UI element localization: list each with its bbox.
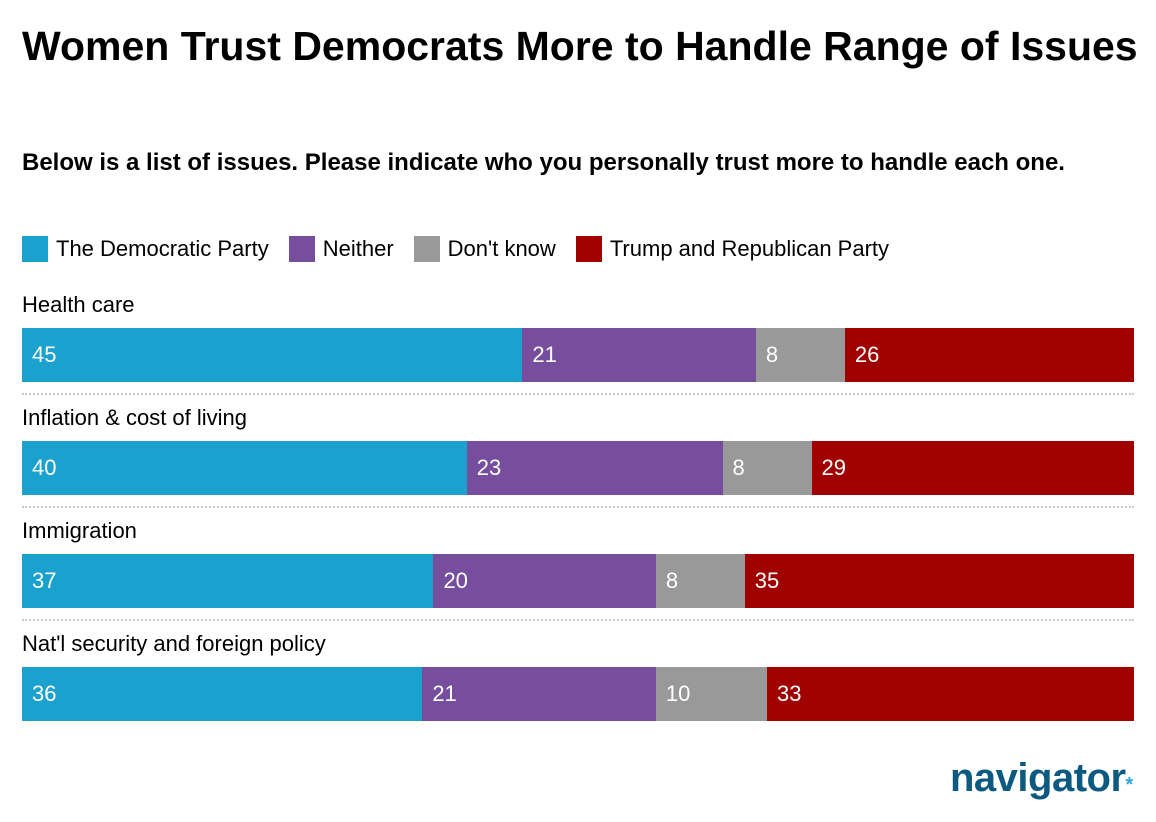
legend-swatch — [575, 236, 602, 262]
bar-segment: 29 — [811, 441, 1134, 495]
chart-title: Women Trust Democrats More to Handle Ran… — [22, 23, 1138, 69]
category-label: Health care — [22, 292, 135, 317]
legend-item: Neither — [288, 236, 394, 262]
logo-text: navigator — [950, 756, 1126, 800]
bar-segment: 33 — [767, 667, 1134, 721]
bar-segment: 23 — [466, 441, 723, 495]
bar-row: Inflation & cost of living 40 23 8 29 — [22, 403, 1134, 516]
bar-segment: 21 — [422, 667, 656, 721]
bar-segment: 8 — [722, 441, 812, 495]
category-label: Nat'l security and foreign policy — [22, 631, 326, 656]
stacked-bar: 45 21 8 26 — [22, 328, 1134, 382]
legend-item: Don't know — [413, 236, 556, 262]
legend-label: Trump and Republican Party — [609, 236, 890, 261]
bar-segment: 40 — [22, 441, 467, 495]
row-divider — [22, 393, 1134, 395]
bar-segment: 26 — [844, 328, 1134, 382]
row-divider — [22, 506, 1134, 508]
bar-segment: 20 — [433, 554, 656, 608]
legend-item: The Democratic Party — [22, 236, 269, 262]
bar-segment: 35 — [744, 554, 1134, 608]
logo-mark: * — [1125, 774, 1134, 796]
bar-segment: 8 — [655, 554, 745, 608]
bar-segment: 45 — [22, 328, 523, 382]
navigator-logo: navigator* — [950, 756, 1133, 801]
legend-label: Don't know — [447, 236, 556, 261]
category-label: Immigration — [22, 518, 137, 543]
legend-label: The Democratic Party — [56, 236, 269, 261]
bar-row: Immigration 37 20 8 35 — [22, 516, 1134, 629]
legend-swatch — [413, 236, 440, 262]
stacked-bar: 40 23 8 29 — [22, 441, 1134, 495]
legend-label: Neither — [322, 236, 394, 261]
row-divider — [22, 619, 1134, 621]
bar-segment: 21 — [522, 328, 756, 382]
category-label: Inflation & cost of living — [22, 405, 248, 430]
bar-segment: 10 — [655, 667, 768, 721]
bar-row: Nat'l security and foreign policy 36 21 10 3… — [22, 629, 1134, 742]
chart-subtitle: Below is a list of issues. Please indica… — [22, 149, 1065, 176]
bar-segment: 36 — [22, 667, 423, 721]
legend-swatch — [288, 236, 315, 262]
bar-rows: Health care 45 21 8 26 Inflation & cost of li… — [22, 290, 1134, 742]
bar-segment: 37 — [22, 554, 434, 608]
stacked-bar: 37 20 8 35 — [22, 554, 1134, 608]
bar-segment: 8 — [755, 328, 845, 382]
legend-item: Trump and Republican Party — [575, 236, 890, 262]
legend: The Democratic Party Neither Don't know Tru… — [22, 236, 889, 262]
legend-swatch — [22, 236, 48, 262]
stacked-bar: 36 21 10 33 — [22, 667, 1134, 721]
bar-row: Health care 45 21 8 26 — [22, 290, 1134, 403]
